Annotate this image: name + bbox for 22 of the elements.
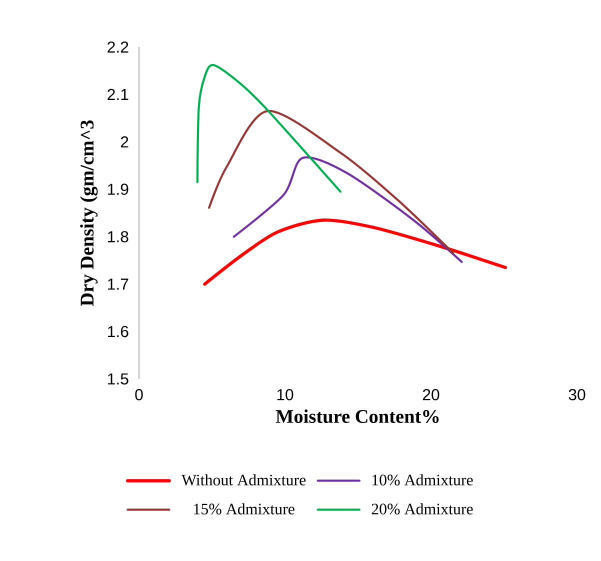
legend-label: 20% Admixture bbox=[372, 503, 473, 514]
y-tick-label: 1.7 bbox=[108, 278, 128, 290]
y-tick-label: 1.5 bbox=[108, 373, 128, 385]
line-series bbox=[203, 218, 508, 286]
legend-label: 10% Admixture bbox=[372, 474, 473, 486]
line-series bbox=[208, 110, 454, 254]
legend-label: 15% Admixture bbox=[194, 503, 294, 514]
y-tick-label: 2.2 bbox=[108, 41, 128, 53]
y-tick-label: 2 bbox=[120, 136, 128, 148]
line-series bbox=[232, 156, 463, 263]
line-series bbox=[196, 64, 342, 193]
x-axis-title: Moisture Content% bbox=[276, 409, 439, 424]
y-axis-title: Dry Density (gm/cm^3 bbox=[80, 120, 98, 306]
x-tick-label: 10 bbox=[277, 389, 294, 400]
x-tick-label: 0 bbox=[135, 389, 143, 400]
y-tick-label: 1.6 bbox=[108, 326, 128, 338]
y-tick-label: 2.1 bbox=[108, 88, 128, 100]
x-tick-label: 20 bbox=[422, 389, 440, 400]
legend-label: Without Admixture bbox=[182, 474, 306, 486]
y-tick-label: 1.9 bbox=[108, 184, 128, 195]
y-tick-label: 1.8 bbox=[108, 231, 128, 242]
x-tick-label: 30 bbox=[568, 389, 586, 400]
